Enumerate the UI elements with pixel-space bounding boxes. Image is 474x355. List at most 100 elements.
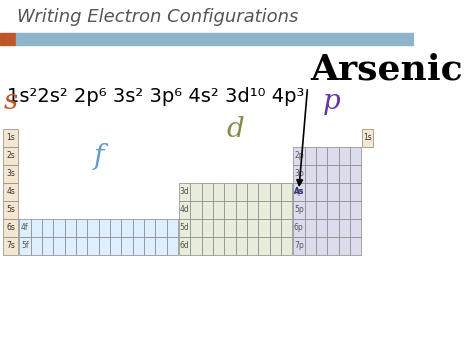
Bar <box>304 183 316 201</box>
Bar <box>327 201 338 219</box>
Bar <box>16 33 414 45</box>
Bar <box>247 183 258 201</box>
Text: 5d: 5d <box>180 224 190 233</box>
Bar <box>293 183 304 201</box>
Bar <box>167 237 178 255</box>
Bar <box>3 183 18 201</box>
Bar <box>338 219 350 237</box>
Text: 3p: 3p <box>294 169 304 179</box>
Text: 7p: 7p <box>294 241 304 251</box>
Text: 2s: 2s <box>7 152 15 160</box>
Bar <box>179 201 190 219</box>
Bar <box>110 237 121 255</box>
Bar <box>258 237 270 255</box>
Bar <box>3 165 18 183</box>
Bar <box>338 183 350 201</box>
Bar <box>87 237 99 255</box>
Bar <box>327 165 338 183</box>
Bar <box>327 237 338 255</box>
Bar <box>201 219 213 237</box>
Bar <box>316 165 327 183</box>
Bar <box>327 183 338 201</box>
Bar <box>293 237 304 255</box>
Bar <box>281 237 292 255</box>
Bar <box>338 147 350 165</box>
Bar <box>236 219 247 237</box>
Text: 4d: 4d <box>180 206 190 214</box>
Bar <box>179 219 190 237</box>
Bar <box>224 237 236 255</box>
Bar <box>213 237 224 255</box>
Bar <box>281 183 292 201</box>
Bar <box>350 165 361 183</box>
Bar <box>316 147 327 165</box>
Text: 1s: 1s <box>364 133 372 142</box>
Bar <box>338 165 350 183</box>
Bar <box>201 237 213 255</box>
Bar <box>201 201 213 219</box>
Bar <box>327 147 338 165</box>
Bar <box>3 129 18 147</box>
Bar <box>350 147 361 165</box>
Bar <box>270 237 281 255</box>
Bar <box>362 129 374 147</box>
Bar <box>110 219 121 237</box>
Bar <box>42 237 53 255</box>
Bar <box>281 219 292 237</box>
Bar <box>236 183 247 201</box>
Bar <box>247 201 258 219</box>
Bar <box>76 237 87 255</box>
Bar <box>281 201 292 219</box>
Text: 5s: 5s <box>7 206 15 214</box>
Bar <box>3 219 18 237</box>
Text: 3s: 3s <box>7 169 15 179</box>
Bar <box>19 237 30 255</box>
Bar <box>258 201 270 219</box>
Text: 6s: 6s <box>7 224 15 233</box>
Text: 5p: 5p <box>294 206 304 214</box>
Text: 6p: 6p <box>294 224 304 233</box>
Bar <box>224 183 236 201</box>
Bar <box>167 219 178 237</box>
Text: 7s: 7s <box>7 241 15 251</box>
Bar <box>224 219 236 237</box>
Bar <box>179 237 190 255</box>
Bar <box>293 147 304 165</box>
Bar <box>350 201 361 219</box>
Bar <box>53 219 64 237</box>
Text: As: As <box>294 187 304 197</box>
Bar <box>270 201 281 219</box>
Bar <box>121 237 133 255</box>
Bar <box>121 219 133 237</box>
Bar <box>190 183 201 201</box>
Text: 5f: 5f <box>21 241 29 251</box>
Bar <box>3 237 18 255</box>
Bar <box>338 237 350 255</box>
Bar <box>258 219 270 237</box>
Bar <box>99 219 110 237</box>
Bar <box>350 237 361 255</box>
Bar <box>236 201 247 219</box>
Text: d: d <box>227 116 245 143</box>
Text: 4s: 4s <box>7 187 15 197</box>
Bar <box>316 219 327 237</box>
Bar <box>53 237 64 255</box>
Bar <box>304 165 316 183</box>
Text: s: s <box>4 88 18 115</box>
Text: Arsenic: Arsenic <box>310 53 463 87</box>
Bar <box>133 237 144 255</box>
Bar <box>190 201 201 219</box>
Text: p: p <box>323 88 340 115</box>
Bar <box>247 219 258 237</box>
Bar <box>350 183 361 201</box>
Bar <box>190 219 201 237</box>
Bar <box>304 219 316 237</box>
Bar <box>236 237 247 255</box>
Bar <box>0 33 16 45</box>
Text: 4f: 4f <box>21 224 29 233</box>
Bar <box>338 201 350 219</box>
Bar <box>30 219 42 237</box>
Bar <box>293 183 304 201</box>
Bar <box>76 219 87 237</box>
Bar <box>316 237 327 255</box>
